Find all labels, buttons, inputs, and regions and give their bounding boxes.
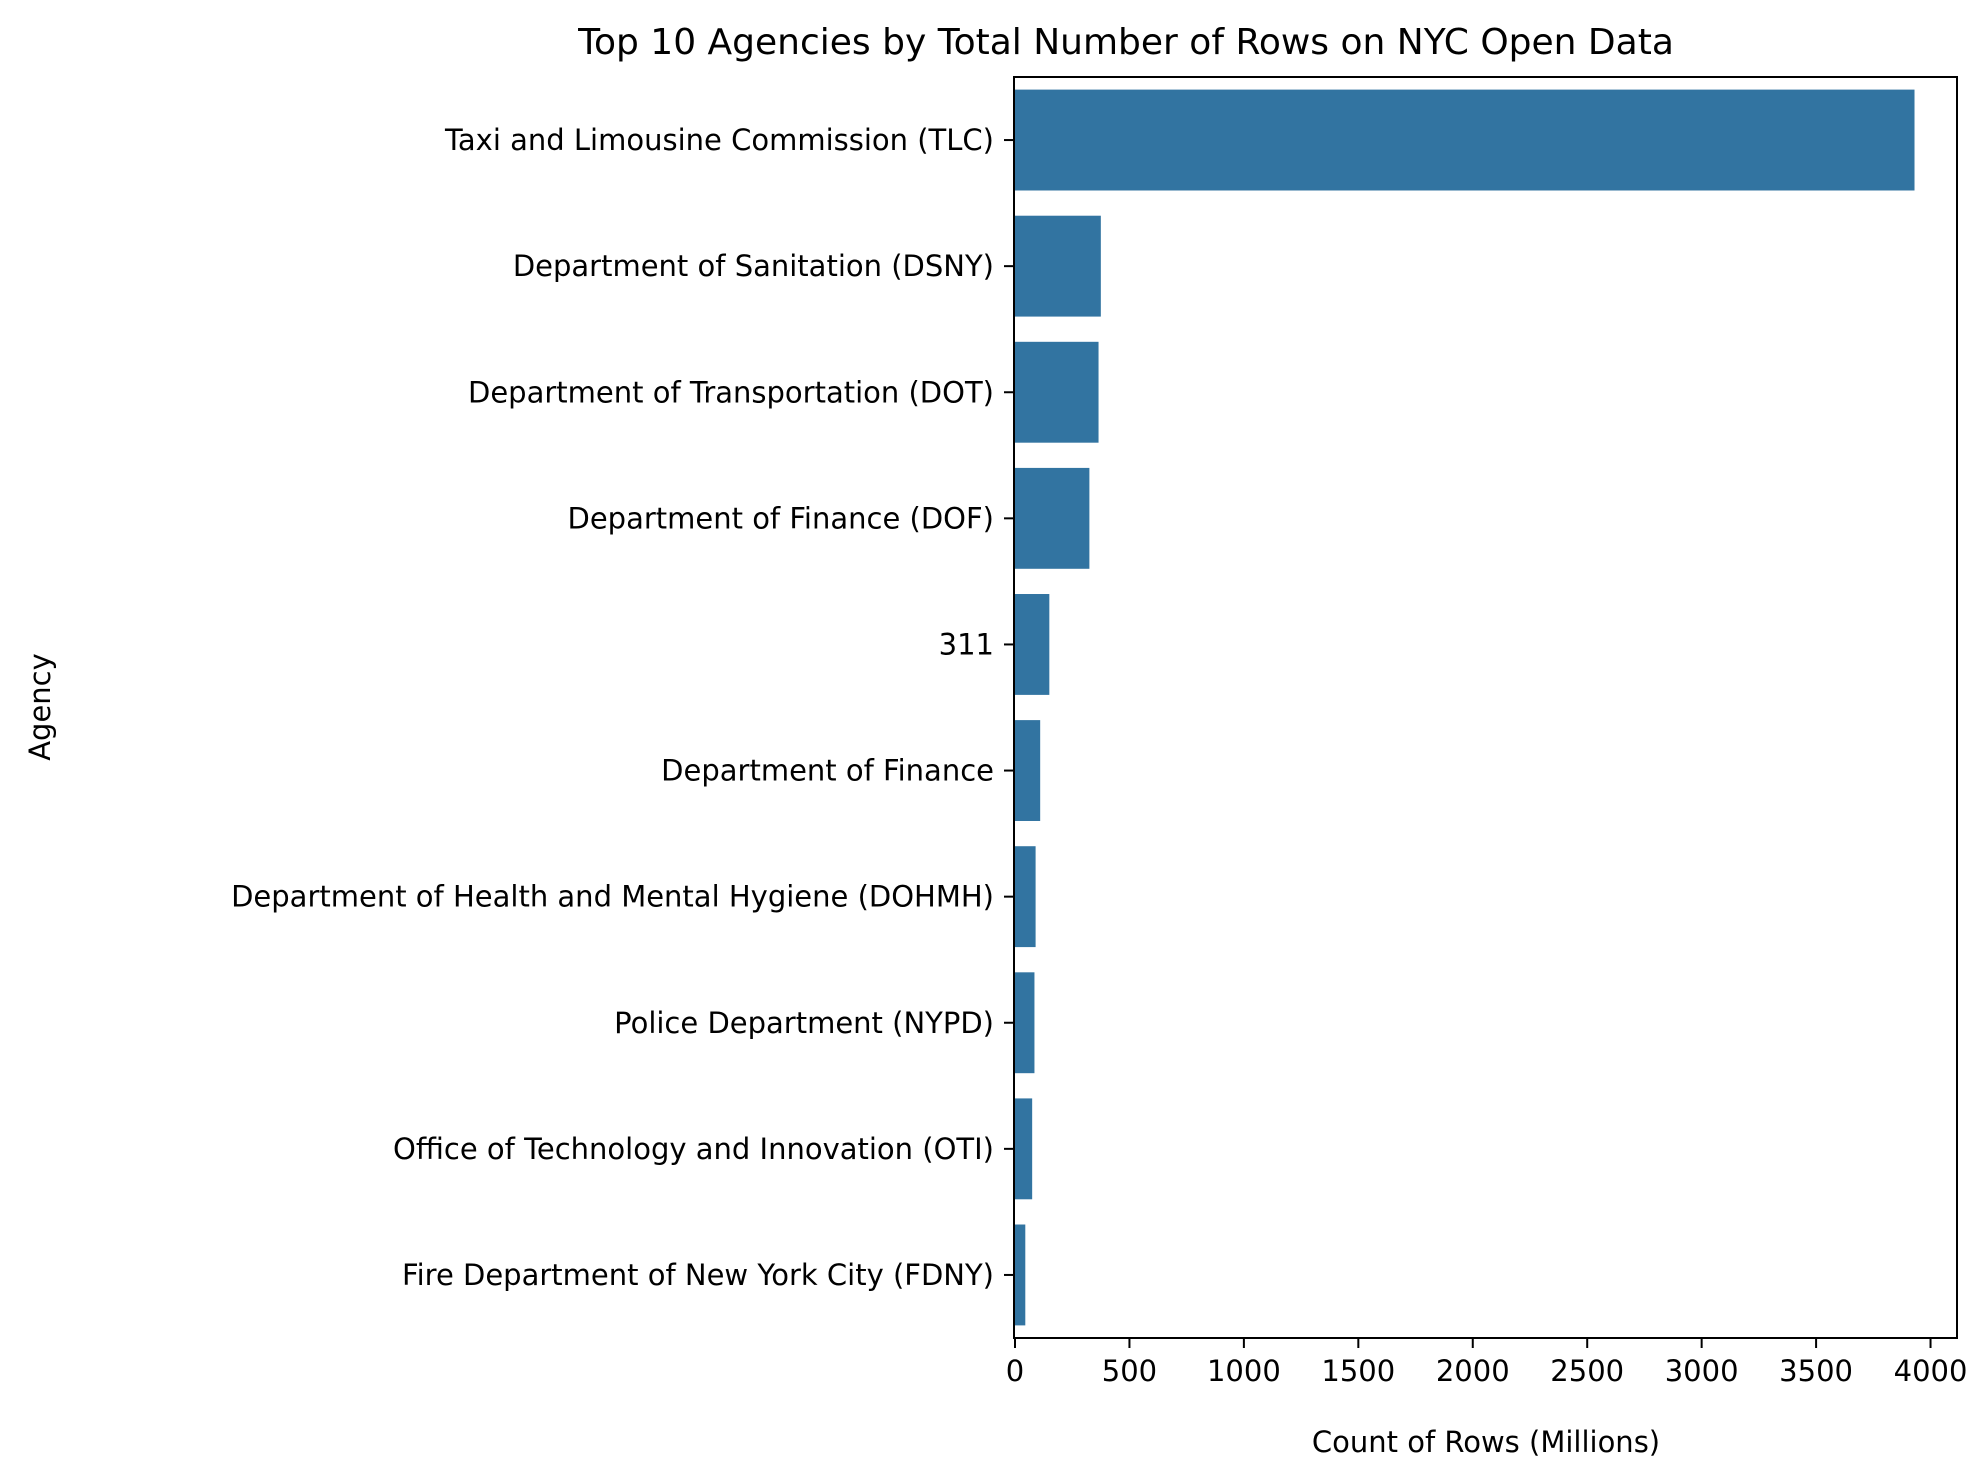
x-tick-label: 2500 [1550,1354,1624,1388]
bar [1015,846,1036,948]
bars-group [1015,89,1915,1326]
chart-title: Top 10 Agencies by Total Number of Rows … [577,22,1674,63]
bar [1015,215,1101,317]
bar [1015,89,1915,191]
x-tick-label: 500 [1102,1354,1157,1388]
y-tick-label: Fire Department of New York City (FDNY) [402,1258,994,1292]
x-tick-label: 3000 [1665,1354,1739,1388]
x-axis: 0 500 1000 1500 2000 2500 3000 3500 4000 [1006,1338,1968,1388]
plot-frame [1013,76,1958,1339]
x-tick-label: 2000 [1436,1354,1510,1388]
y-tick-label: Department of Health and Mental Hygiene … [231,880,994,914]
x-tick-label: 1500 [1321,1354,1395,1388]
bar [1015,1098,1033,1200]
x-tick-label: 0 [1006,1354,1024,1388]
x-tick-label: 3500 [1779,1354,1853,1388]
bar [1015,341,1099,443]
y-tick-label: Department of Finance (DOF) [567,501,994,535]
y-tick-label: Police Department (NYPD) [614,1006,994,1040]
y-tick-label: 311 [939,627,994,661]
bar [1015,594,1050,695]
y-axis: Taxi and Limousine Commission (TLC) Depar… [231,123,1014,1292]
x-axis-label: Count of Rows (Millions) [1312,1425,1660,1459]
bar [1015,720,1041,821]
bar [1015,1224,1026,1326]
bar [1015,467,1090,569]
y-axis-label: Agency [23,653,57,761]
y-tick-label: Department of Finance [661,754,994,788]
y-tick-label: Office of Technology and Innovation (OTI… [393,1132,994,1166]
x-tick-label: 4000 [1894,1354,1968,1388]
y-tick-label: Department of Sanitation (DSNY) [513,249,994,283]
bar [1015,972,1035,1074]
y-tick-label: Department of Transportation (DOT) [468,375,994,409]
y-tick-label: Taxi and Limousine Commission (TLC) [444,123,994,157]
x-tick-label: 1000 [1207,1354,1281,1388]
